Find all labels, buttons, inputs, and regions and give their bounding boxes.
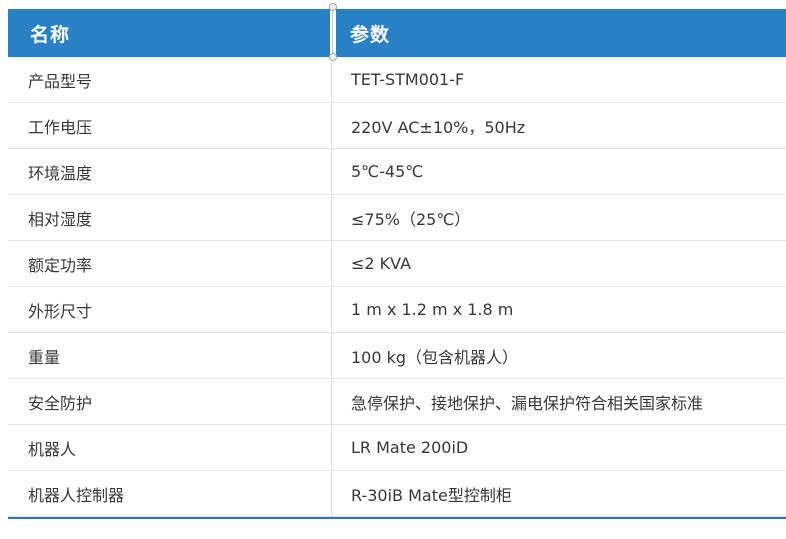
row-name-cell: 产品型号 [8,57,332,102]
table-row: 额定功率 ≤2 KVA [8,241,786,287]
table-row: 环境温度 5℃-45℃ [8,149,786,195]
row-value-cell: 1 m x 1.2 m x 1.8 m [351,300,514,319]
row-name-cell: 工作电压 [8,103,332,148]
row-value-cell: 220V AC±10%，50Hz [351,117,526,137]
spec-table: 名称 参数 产品型号 TET-STM001-F 工作电压 220V AC±10%… [8,3,786,519]
table-header-row: 名称 参数 [8,3,786,61]
row-value-cell: ≤2 KVA [351,254,412,273]
table-row: 安全防护 急停保护、接地保护、漏电保护符合相关国家标准 [8,379,786,425]
table-row: 产品型号 TET-STM001-F [8,57,786,103]
table-bottom-border [8,517,786,519]
row-value-cell: LR Mate 200iD [351,438,469,457]
table-row: 工作电压 220V AC±10%，50Hz [8,103,786,149]
row-name-cell: 相对湿度 [8,195,332,240]
table-body: 产品型号 TET-STM001-F 工作电压 220V AC±10%，50Hz … [8,57,786,517]
table-row: 机器人控制器 R-30iB Mate型控制柜 [8,471,786,517]
row-name-cell: 环境温度 [8,149,332,194]
table-row: 机器人 LR Mate 200iD [8,425,786,471]
table-row: 相对湿度 ≤75%（25℃） [8,195,786,241]
row-name-cell: 额定功率 [8,241,332,286]
row-value-cell: ≤75%（25℃） [351,209,471,229]
row-value-cell: 100 kg（包含机器人） [351,347,519,367]
row-value-cell: TET-STM001-F [351,70,465,89]
column-header-name-cell: 名称 [8,9,330,57]
column-divider-gap [330,9,336,57]
column-resize-handle-top[interactable] [329,3,337,11]
row-value-cell: R-30iB Mate型控制柜 [351,485,512,505]
table-row: 外形尺寸 1 m x 1.2 m x 1.8 m [8,287,786,333]
row-name-cell: 重量 [8,333,332,378]
column-resize-guide[interactable] [332,6,333,60]
column-header-name-label: 名称 [30,23,71,46]
row-name-cell: 机器人 [8,425,332,470]
table-row: 重量 100 kg（包含机器人） [8,333,786,379]
row-name-cell: 机器人控制器 [8,471,332,516]
column-header-param-cell: 参数 [336,9,786,57]
column-header-param-label: 参数 [350,23,391,46]
row-name-cell: 外形尺寸 [8,287,332,332]
column-resize-handle-bottom[interactable] [329,53,337,61]
row-name-cell: 安全防护 [8,379,332,424]
row-value-cell: 急停保护、接地保护、漏电保护符合相关国家标准 [351,393,704,413]
row-value-cell: 5℃-45℃ [351,162,424,181]
